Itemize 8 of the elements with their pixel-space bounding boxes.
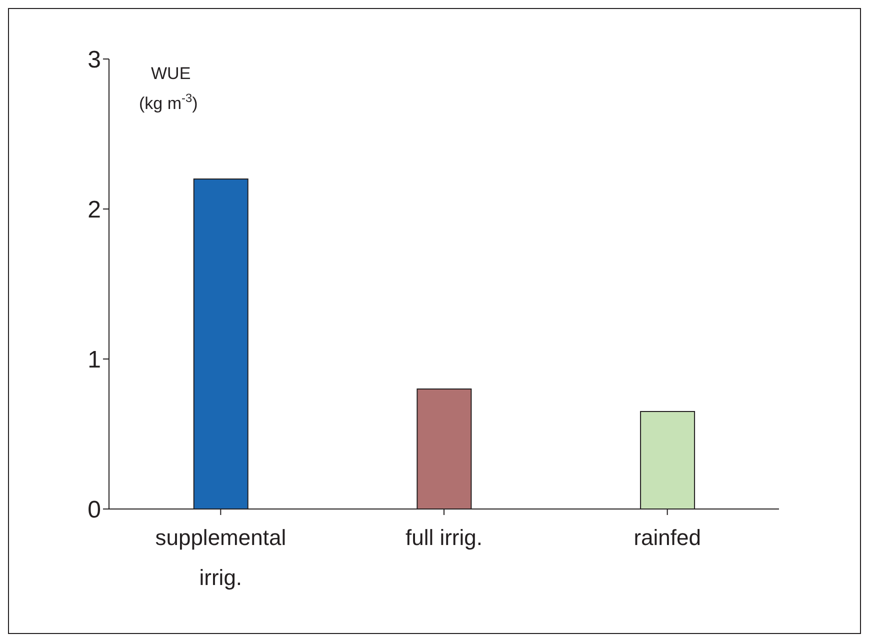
- y-tick-label: 2: [88, 196, 101, 224]
- x-tick-label: supplemental irrig.: [155, 525, 286, 590]
- y-axis-title: WUE (kg m$^{-3}$): [139, 64, 198, 113]
- x-tick-label: rainfed: [634, 525, 701, 550]
- y-tick-label: 0: [88, 496, 101, 524]
- y-tick-label: 1: [88, 346, 101, 374]
- y-tick-label: 3: [88, 46, 101, 74]
- x-tick-label: full irrig.: [405, 525, 483, 550]
